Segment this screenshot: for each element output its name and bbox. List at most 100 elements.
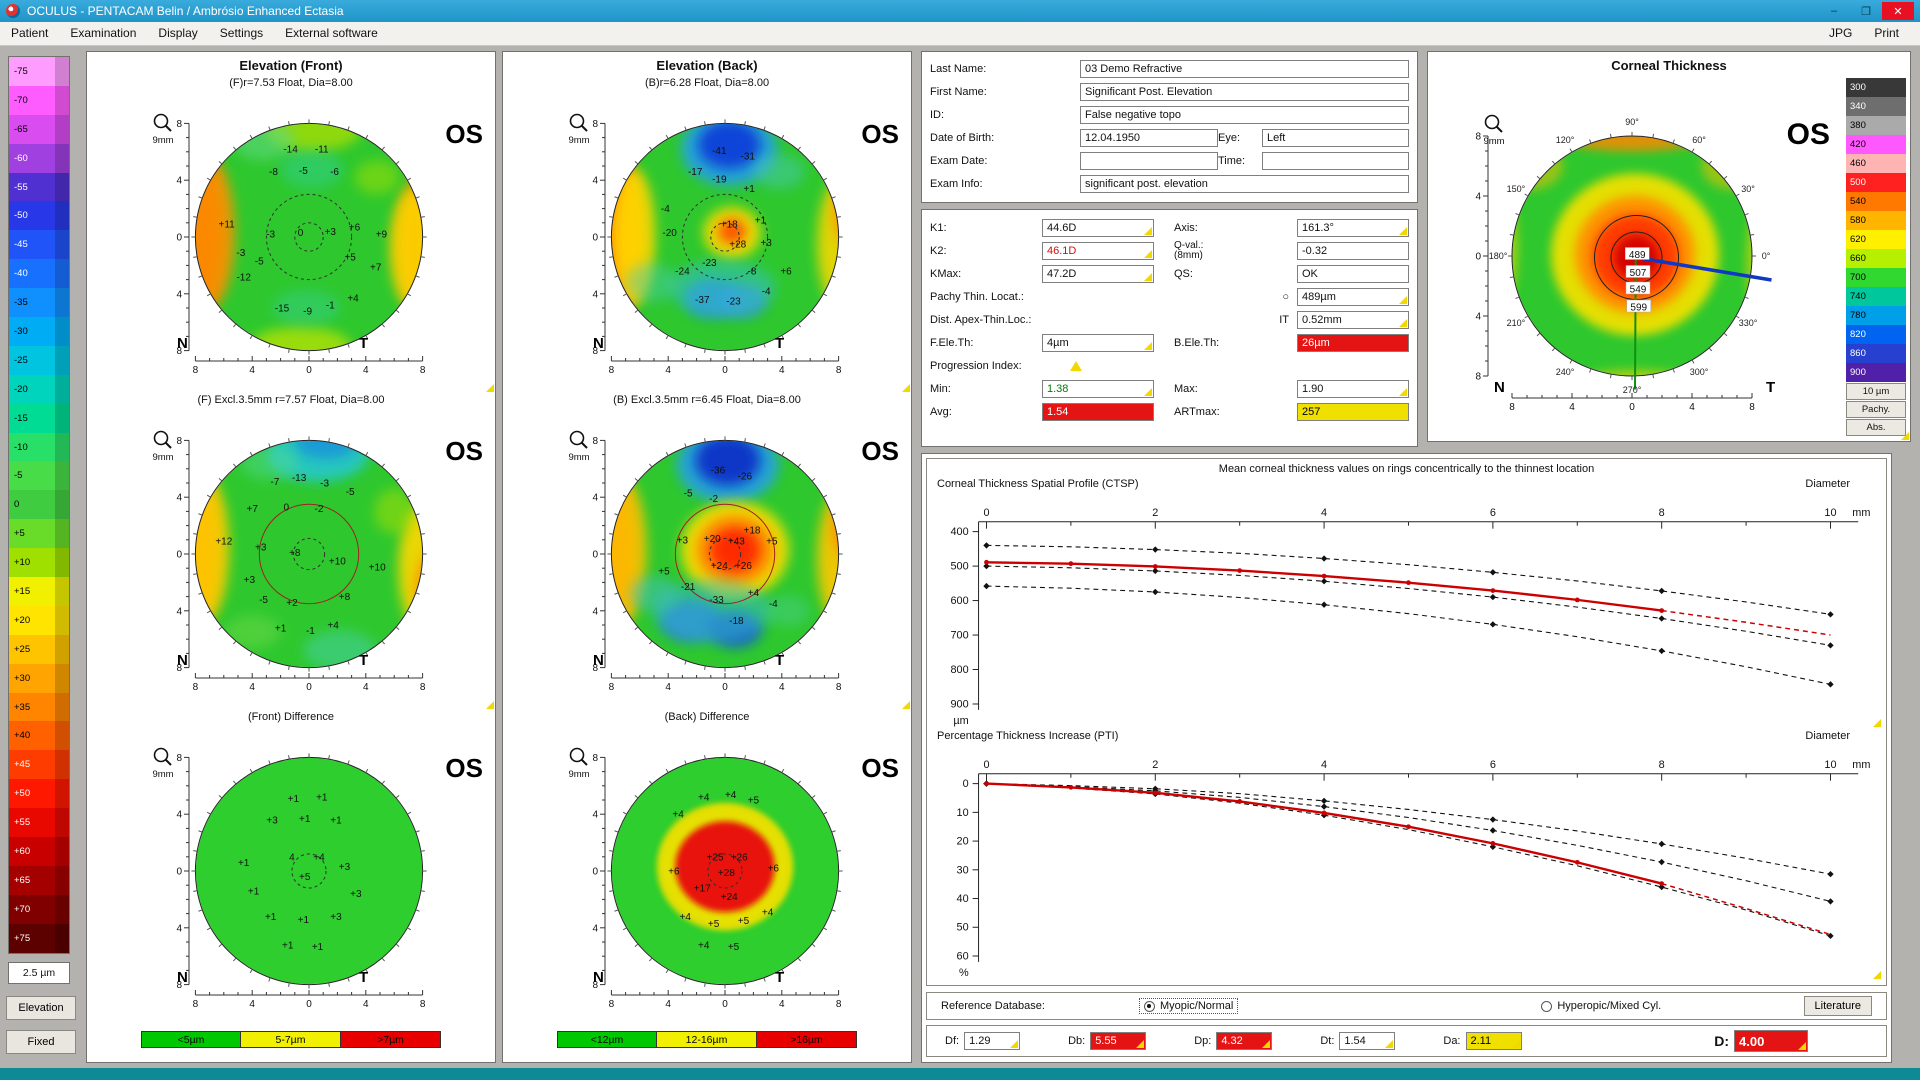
svg-text:+5: +5 (658, 567, 670, 578)
scale-value: +50 (9, 779, 55, 809)
pachy-scale-item: 460 (1846, 154, 1906, 173)
radio-myopic-normal[interactable]: Myopic/Normal (1138, 998, 1239, 1014)
svg-text:4: 4 (363, 999, 369, 1010)
field-kmax[interactable]: 47.2D (1042, 265, 1154, 283)
menu-print[interactable]: Print (1874, 26, 1899, 40)
d-field-dt[interactable]: 1.54 (1339, 1032, 1396, 1050)
svg-text:8: 8 (176, 980, 182, 991)
field-id[interactable]: False negative topo (1080, 106, 1409, 124)
menu-examination[interactable]: Examination (70, 26, 137, 40)
field-exam-info[interactable]: significant post. elevation (1080, 175, 1409, 193)
field-time[interactable] (1262, 152, 1409, 170)
elevation-mode-button[interactable]: Elevation (6, 996, 76, 1020)
pachy-scale-item: 740 (1846, 287, 1906, 306)
svg-text:4: 4 (592, 810, 598, 821)
svg-text:+3: +3 (760, 238, 772, 249)
minimize-button[interactable]: – (1830, 5, 1838, 17)
magnifier-icon[interactable]: 9mm (568, 430, 590, 464)
field-artmax[interactable]: 257 (1297, 403, 1409, 421)
field-q-val-8mm[interactable]: -0.32 (1297, 242, 1409, 260)
d-field-df[interactable]: 1.29 (964, 1032, 1021, 1050)
scale-value: -15 (9, 403, 55, 433)
field-axis[interactable]: 161.3° (1297, 219, 1409, 237)
field-k1[interactable]: 44.6D (1042, 219, 1154, 237)
chart-xaxis-label: Diameter (1805, 478, 1850, 490)
elevation-scale-item: -65 (9, 114, 69, 144)
measurement-line (1636, 255, 1772, 282)
front-main-map[interactable]: -14 -11-8 -5 -6+11-3 0 +3 +6+9-3 +5+7-5-12-15 -9… (91, 91, 491, 393)
field-b-ele-th[interactable]: 26µm (1297, 334, 1409, 352)
field-max[interactable]: 1.90 (1297, 380, 1409, 398)
svg-text:+4: +4 (698, 793, 710, 804)
nasal-label: N (593, 335, 604, 352)
pachy-button-pachy[interactable]: Pachy. (1846, 401, 1906, 418)
series-normal-mean (986, 782, 1831, 902)
menu-display[interactable]: Display (158, 26, 198, 40)
d-field-da[interactable]: 2.11 (1465, 1032, 1522, 1050)
magnifier-icon[interactable]: 9mm (568, 747, 590, 781)
back-diff-map[interactable]: +4 +4 +5 +4 +25 +26 +28 +17 +24 +6 +6 +4 +5 +5 +4 +4 +5 8… (507, 725, 907, 1027)
degree-label: 0° (1762, 251, 1771, 261)
svg-text:-4: -4 (762, 286, 771, 297)
magnifier-icon[interactable]: 9mm (152, 113, 174, 147)
scale-fixed-button[interactable]: Fixed (6, 1030, 76, 1054)
menu-external-software[interactable]: External software (285, 26, 378, 40)
literature-button[interactable]: Literature (1803, 996, 1872, 1016)
svg-text:-17: -17 (688, 167, 703, 178)
map-subtitle: (F) Excl.3.5mm r=7.57 Float, Dia=8.00 (197, 394, 385, 406)
pachy-button-abs[interactable]: Abs. (1846, 419, 1906, 436)
field-pachy-thin-locat[interactable]: 489µm (1297, 288, 1409, 306)
field-first-name[interactable]: Significant Post. Elevation (1080, 83, 1409, 101)
back-main-map[interactable]: -41 -31 -17 -19 +1 -4 -20 +18 +1 +28 +3 -24 -23 -8 -37… (507, 91, 907, 393)
field-date-of-birth[interactable]: 12.04.1950 (1080, 129, 1218, 147)
menu-patient[interactable]: Patient (11, 26, 49, 40)
field-exam-date[interactable] (1080, 152, 1218, 170)
magnifier-icon[interactable]: 9mm (1483, 114, 1505, 148)
eye-label: OS (445, 119, 483, 149)
close-button[interactable]: ✕ (1882, 2, 1914, 20)
scale-value: +45 (9, 750, 55, 780)
back-diff-values: +4 +4 +5 +4 +25 +26 +28 +17 +24 +6 +6 +4 +5 +5 +4 +4 +5 (668, 790, 779, 953)
menu-jpg[interactable]: JPG (1828, 26, 1853, 40)
field-avg[interactable]: 1.54 (1042, 403, 1154, 421)
maximize-button[interactable]: ❐ (1861, 5, 1871, 18)
thickness-profiles-box: Mean corneal thickness values on rings c… (926, 458, 1887, 986)
svg-text:20: 20 (957, 835, 969, 847)
scale-value: -10 (9, 432, 55, 462)
pachy-button-10-m[interactable]: 10 µm (1846, 383, 1906, 400)
field-f-ele-th[interactable]: 4µm (1042, 334, 1154, 352)
back-excl-map[interactable]: -36 -26 -5 -2 +18 +3 +20 +43 +5 +24 +26 -21 -33 +4 -18… (507, 408, 907, 710)
svg-text:+11: +11 (219, 220, 236, 231)
field-dist-apex-thin-loc[interactable]: 0.52mm (1297, 311, 1409, 329)
reference-database-label: Reference Database: (941, 1000, 1045, 1012)
magnifier-icon[interactable]: 9mm (568, 113, 590, 147)
front-excl-map[interactable]: -7 -13-3-5+7 0 -2+12+3+8+10+10+3-5 +2+8+1 -1+… (91, 408, 491, 710)
d-field-db[interactable]: 5.55 (1090, 1032, 1147, 1050)
field-last-name[interactable]: 03 Demo Refractive (1080, 60, 1409, 78)
d-field-dp[interactable]: 4.32 (1216, 1032, 1273, 1050)
d-field-d[interactable]: 4.00 (1734, 1030, 1808, 1052)
svg-text:+3: +3 (244, 575, 256, 586)
scale-color (55, 663, 69, 693)
field-k2[interactable]: 46.1D (1042, 242, 1154, 260)
svg-text:+6: +6 (780, 267, 792, 278)
svg-text:8: 8 (176, 753, 182, 764)
svg-text:4: 4 (176, 923, 182, 934)
back-diff-color-map (611, 757, 839, 985)
elevation-scale-item: -55 (9, 172, 69, 202)
svg-text:+43: +43 (728, 537, 745, 548)
menu-settings[interactable]: Settings (219, 26, 264, 40)
field-min[interactable]: 1.38 (1042, 380, 1154, 398)
radio-hyperopic-mixed-cyl[interactable]: Hyperopic/Mixed Cyl. (1537, 999, 1665, 1013)
field-qs[interactable]: OK (1297, 265, 1409, 283)
scale-value: +65 (9, 865, 55, 895)
label-progression-index: Progression Index: (930, 360, 1022, 372)
front-diff-color-map (195, 757, 423, 985)
field-eye[interactable]: Left (1262, 129, 1409, 147)
magnifier-icon[interactable]: 9mm (152, 430, 174, 464)
magnifier-icon[interactable]: 9mm (152, 747, 174, 781)
svg-text:10: 10 (957, 807, 969, 819)
thickness-map[interactable]: 0° 30° 60° 90° 120° 150° 180° 210° 240° 270° 300° 3… (1432, 76, 1842, 438)
svg-text:+1: +1 (755, 215, 767, 226)
